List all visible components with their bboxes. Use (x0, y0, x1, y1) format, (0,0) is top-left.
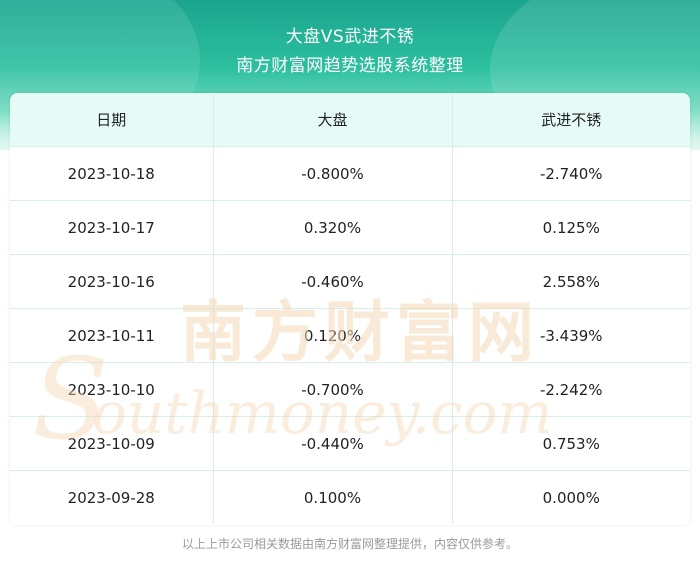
table-row: 2023-10-11 0.120% -3.439% (10, 308, 690, 363)
column-header-date: 日期 (10, 93, 214, 147)
column-header-stock: 武进不锈 (452, 93, 690, 147)
table-header-row: 日期 大盘 武进不锈 (10, 93, 690, 147)
comparison-table: 日期 大盘 武进不锈 2023-10-18 -0.800% -2.740% 20… (10, 93, 690, 524)
data-table-card: 日期 大盘 武进不锈 2023-10-18 -0.800% -2.740% 20… (10, 93, 690, 525)
market-change-cell: -0.460% (213, 254, 453, 309)
date-cell: 2023-09-28 (10, 470, 214, 524)
page-title: 大盘VS武进不锈 (285, 27, 415, 47)
table-row: 2023-10-18 -0.800% -2.740% (10, 146, 690, 201)
market-change-cell: -0.800% (213, 146, 453, 201)
date-cell: 2023-10-09 (10, 416, 214, 471)
date-cell: 2023-10-16 (10, 254, 214, 309)
table-row: 2023-10-09 -0.440% 0.753% (10, 416, 690, 471)
table-row: 2023-10-17 0.320% 0.125% (10, 200, 690, 255)
stock-change-cell: 0.753% (452, 416, 690, 471)
table-row: 2023-09-28 0.100% 0.000% (10, 470, 690, 524)
stock-change-cell: 0.125% (452, 200, 690, 255)
date-cell: 2023-10-17 (10, 200, 214, 255)
table-row: 2023-10-16 -0.460% 2.558% (10, 254, 690, 309)
table-row: 2023-10-10 -0.700% -2.242% (10, 362, 690, 417)
market-change-cell: 0.120% (213, 308, 453, 363)
date-cell: 2023-10-11 (10, 308, 214, 363)
market-change-cell: 0.320% (213, 200, 453, 255)
stock-change-cell: -2.740% (452, 146, 690, 201)
market-change-cell: -0.700% (213, 362, 453, 417)
column-header-market: 大盘 (213, 93, 453, 147)
date-cell: 2023-10-18 (10, 146, 214, 201)
footer-disclaimer: 以上上市公司相关数据由南方财富网整理提供，内容仅供参考。 (181, 537, 518, 551)
stock-change-cell: 0.000% (542, 488, 600, 507)
date-cell: 2023-10-10 (10, 362, 214, 417)
stock-change-cell: -2.242% (452, 362, 690, 417)
page-subtitle: 南方财富网趋势选股系统整理 (236, 56, 464, 76)
stock-change-cell: -3.439% (452, 308, 690, 363)
market-change-cell: 0.100% (213, 470, 453, 524)
market-change-cell: -0.440% (213, 416, 453, 471)
stock-change-cell: 2.558% (452, 254, 690, 309)
